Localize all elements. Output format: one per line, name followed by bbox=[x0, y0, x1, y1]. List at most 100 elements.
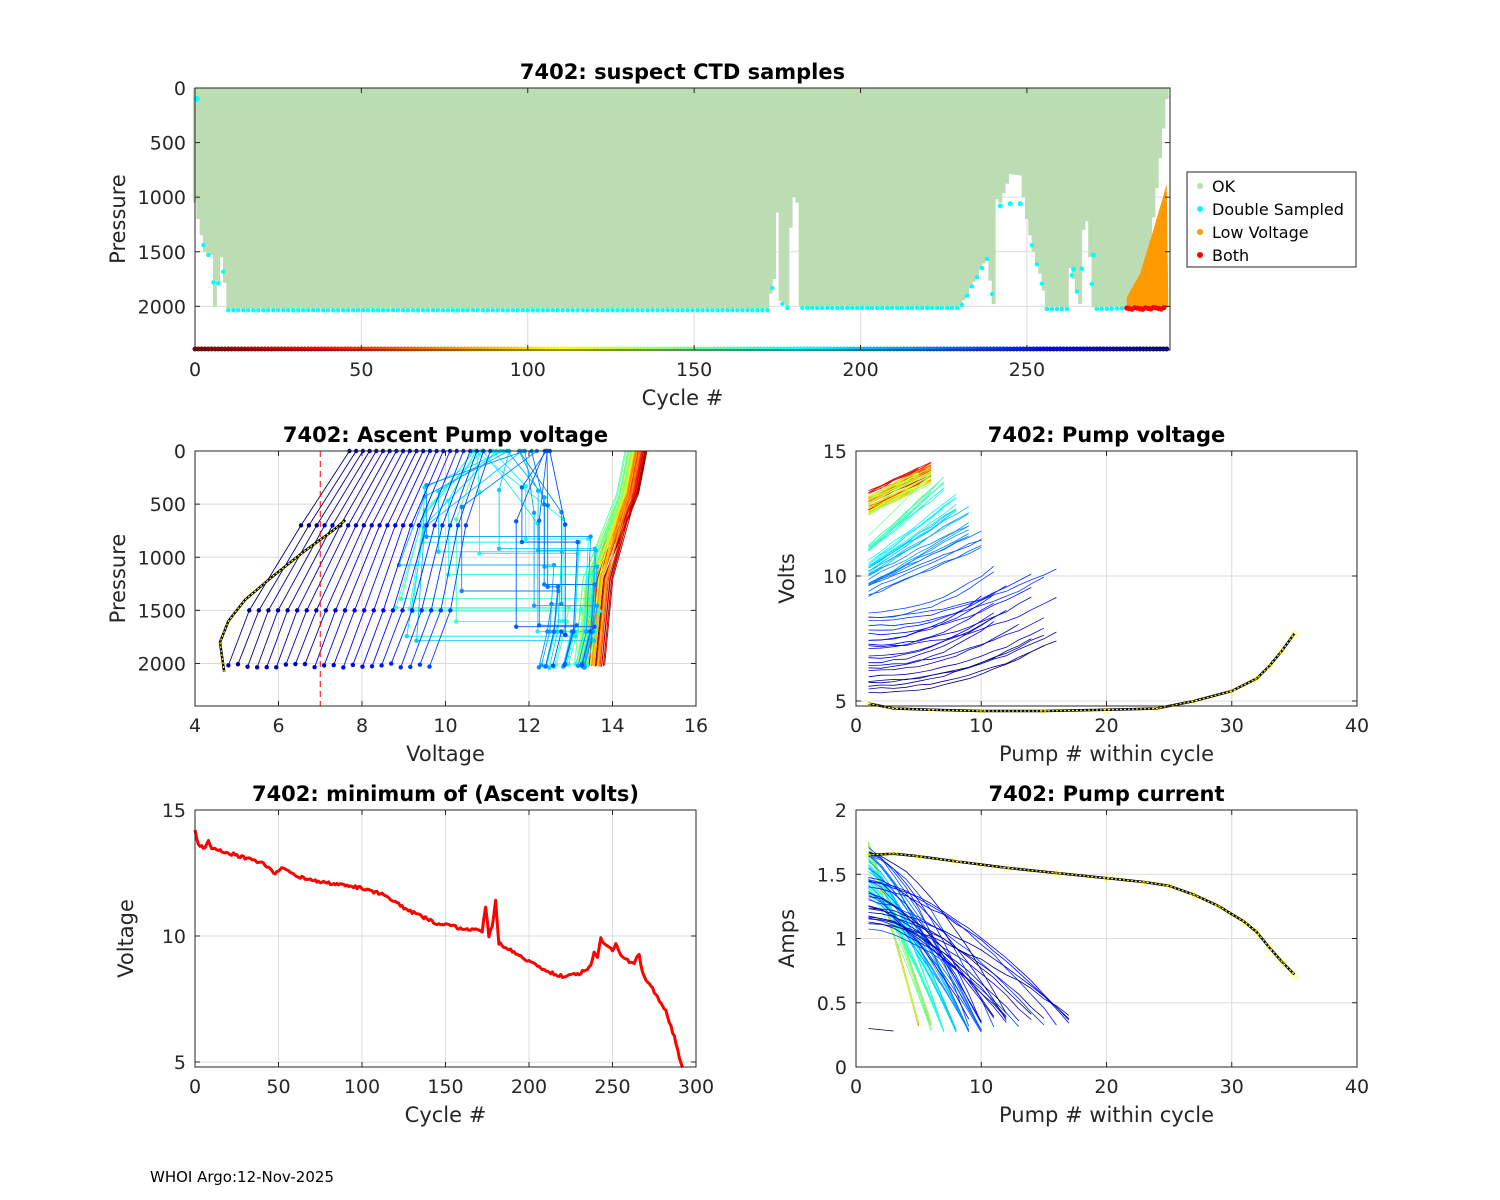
ok-sample-bar bbox=[728, 88, 733, 309]
last-cycle-marker: ☆ bbox=[1214, 900, 1224, 913]
ok-sample-bar bbox=[272, 88, 277, 309]
last-cycle-marker: ☆ bbox=[1277, 956, 1287, 969]
ok-sample-bar bbox=[911, 88, 916, 307]
ok-sample-bar bbox=[755, 88, 760, 309]
profile-sample-point bbox=[321, 663, 327, 668]
ok-sample-bar bbox=[1108, 88, 1113, 308]
double-sampled-point bbox=[550, 307, 555, 313]
cycle-pump-current-line bbox=[868, 908, 1070, 1020]
ok-sample-bar bbox=[948, 88, 953, 307]
cycle-pump-voltage-line bbox=[868, 594, 995, 641]
last-cycle-marker: ☆ bbox=[1277, 645, 1287, 658]
cycle-pump-voltage-line bbox=[868, 546, 982, 596]
ok-sample-bar bbox=[439, 88, 444, 309]
ok-sample-bar bbox=[399, 88, 404, 309]
profile-sample-point bbox=[294, 608, 300, 613]
double-sampled-point bbox=[500, 307, 506, 313]
ok-sample-bar bbox=[828, 88, 833, 307]
cycle-profile-line bbox=[461, 450, 559, 667]
double-sampled-point bbox=[835, 305, 840, 311]
y-tick-label: 2000 bbox=[138, 296, 186, 318]
double-sampled-point bbox=[570, 307, 575, 313]
ok-sample-bar bbox=[815, 88, 820, 307]
cycle-profile-line bbox=[323, 450, 417, 666]
ok-sample-bar bbox=[612, 88, 617, 309]
double-sampled-point bbox=[974, 275, 980, 280]
x-axis-label: Pump # within cycle bbox=[999, 742, 1214, 766]
profile-sample-point bbox=[519, 485, 525, 490]
ok-sample-bar bbox=[951, 88, 956, 307]
ok-sample-bar bbox=[642, 88, 647, 309]
profile-sample-point bbox=[353, 523, 359, 528]
ok-sample-bar bbox=[1164, 88, 1169, 99]
ok-sample-bar bbox=[322, 88, 327, 309]
last-cycle-marker: ☆ bbox=[1164, 880, 1174, 893]
y-tick-label: 500 bbox=[150, 494, 186, 516]
ok-sample-bar bbox=[985, 88, 989, 258]
profile-sample-point bbox=[536, 665, 542, 670]
ok-sample-bar bbox=[1061, 88, 1066, 308]
ok-sample-bar bbox=[362, 88, 367, 309]
cycle-profile-line bbox=[400, 450, 471, 668]
y-tick-label: 500 bbox=[150, 133, 186, 155]
profile-sample-point bbox=[591, 638, 597, 643]
pumpv-data: ☆ ☆ ☆ ☆ ☆ ☆ ☆☆☆☆☆☆☆ bbox=[864, 461, 1299, 718]
profile-sample-point bbox=[575, 551, 580, 556]
x-tick-label: 20 bbox=[1094, 715, 1118, 737]
double-sampled-point bbox=[760, 307, 765, 313]
cycle-pump-voltage-line bbox=[868, 602, 994, 649]
double-sampled-point bbox=[815, 305, 820, 311]
ok-sample-bar bbox=[1054, 88, 1059, 308]
double-sampled-point bbox=[640, 307, 645, 313]
double-sampled-point bbox=[1079, 266, 1085, 271]
ok-sample-bar bbox=[865, 88, 870, 307]
double-sampled-point bbox=[864, 305, 870, 311]
double-sampled-point bbox=[370, 307, 376, 313]
profile-sample-point bbox=[593, 548, 599, 553]
cycle-pump-voltage-line bbox=[868, 503, 957, 569]
double-sampled-point bbox=[1074, 289, 1080, 294]
double-sampled-point bbox=[1059, 306, 1065, 312]
cycle-pump-voltage-line bbox=[868, 496, 957, 566]
ok-sample-bar bbox=[808, 88, 813, 307]
double-sampled-point bbox=[285, 307, 291, 313]
double-sampled-point bbox=[1044, 306, 1050, 312]
ok-sample-bar bbox=[698, 88, 703, 309]
double-sampled-point bbox=[450, 307, 456, 313]
ok-sample-bar bbox=[239, 88, 244, 309]
legend-marker bbox=[1197, 183, 1203, 189]
double-sampled-point bbox=[360, 307, 366, 313]
double-sampled-point bbox=[1054, 306, 1060, 312]
ok-sample-bar bbox=[798, 88, 803, 307]
ok-sample-bar bbox=[735, 88, 740, 309]
profile-sample-point bbox=[535, 488, 541, 493]
cycle-pump-voltage-line bbox=[868, 638, 1032, 687]
cycle-pump-current-line bbox=[868, 879, 982, 1024]
ok-sample-bar bbox=[1118, 88, 1123, 307]
cycle-pump-voltage-line bbox=[868, 467, 919, 491]
ok-sample-bar bbox=[539, 88, 544, 309]
ok-sample-bar bbox=[575, 88, 580, 309]
ok-sample-bar bbox=[445, 88, 450, 309]
ok-sample-bar bbox=[712, 88, 717, 309]
y-tick-label: 1000 bbox=[138, 547, 186, 569]
cycle-profile-line bbox=[247, 450, 364, 667]
profile-sample-point bbox=[330, 523, 335, 528]
ok-sample-bar bbox=[785, 88, 790, 307]
last-cycle-marker: ☆ bbox=[1264, 941, 1274, 954]
ok-sample-bar bbox=[216, 88, 221, 282]
ok-sample-bar bbox=[382, 88, 387, 309]
cycle-profile-line bbox=[406, 450, 577, 668]
profile-sample-point bbox=[408, 664, 413, 670]
double-sampled-point bbox=[670, 307, 675, 313]
double-sampled-point bbox=[924, 305, 930, 311]
ok-sample-bar bbox=[522, 88, 527, 309]
cycle-profile-line bbox=[409, 450, 478, 668]
last-cycle-marker: ☆ bbox=[1102, 872, 1112, 885]
last-cycle-marker: ☆ bbox=[914, 850, 924, 863]
cycle-pump-voltage-line bbox=[868, 540, 982, 592]
ok-sample-bar bbox=[306, 88, 311, 309]
profile-sample-point bbox=[459, 588, 464, 594]
ok-sample-bar bbox=[662, 88, 667, 309]
ok-sample-bar bbox=[499, 88, 504, 309]
